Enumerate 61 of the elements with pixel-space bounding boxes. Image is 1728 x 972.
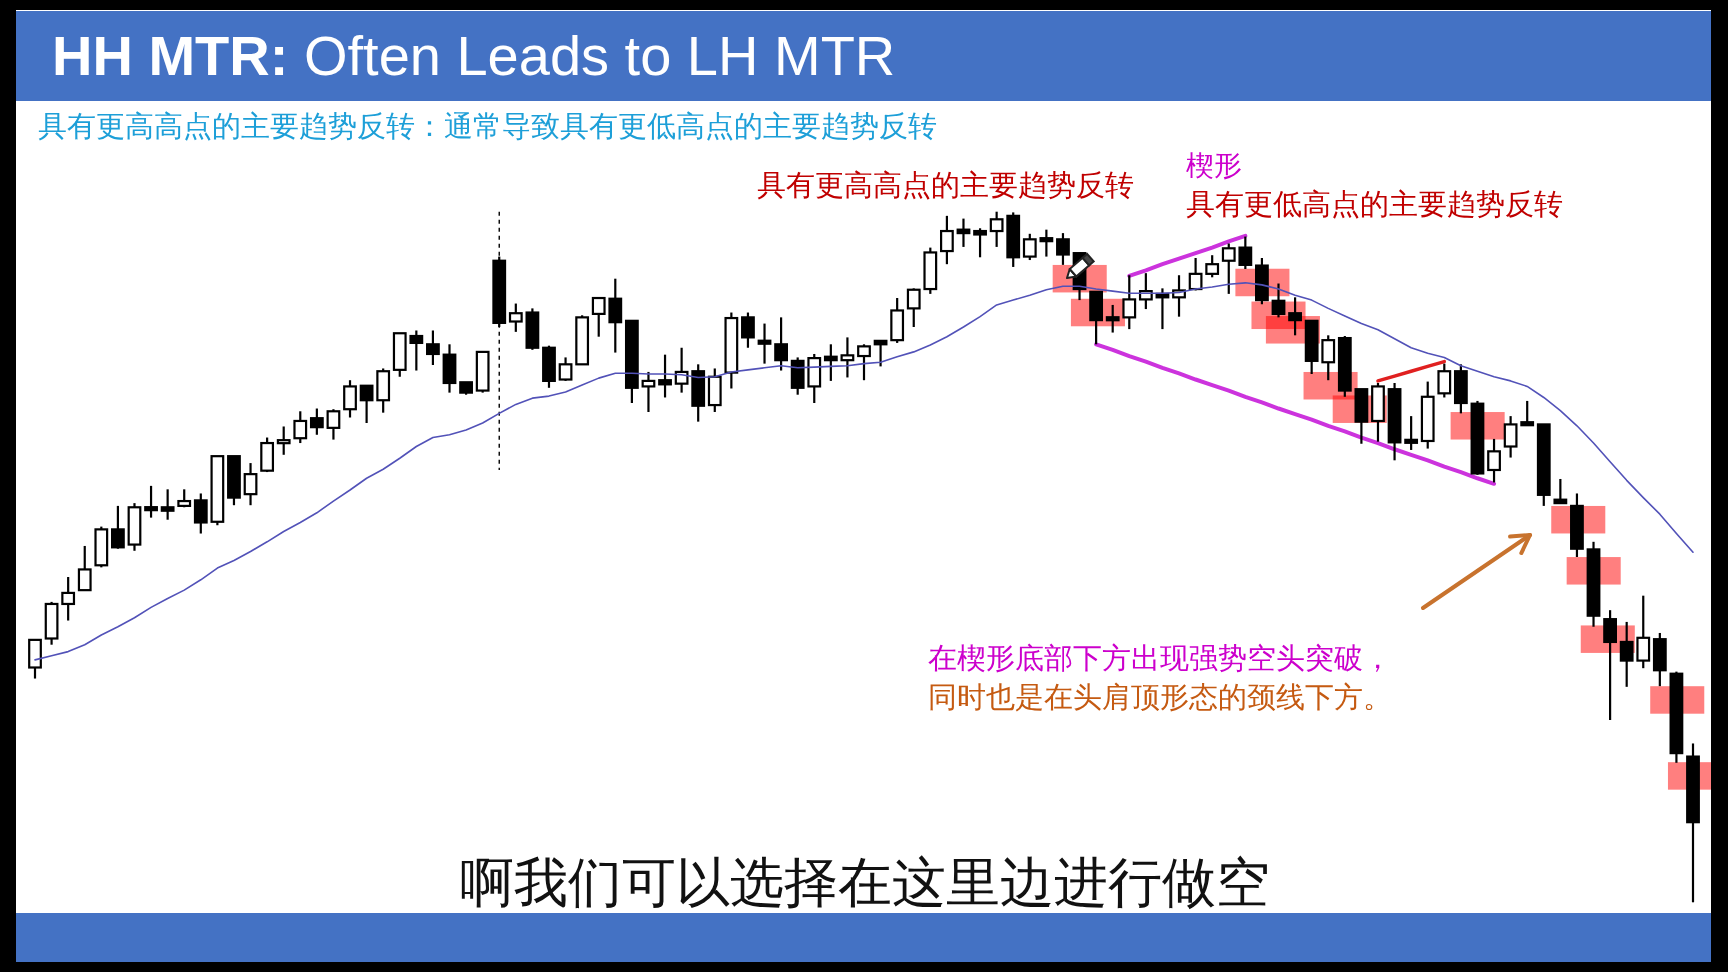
candlestick [1437, 362, 1452, 399]
candlestick [1503, 415, 1518, 459]
candlestick [1603, 609, 1618, 722]
annotation: 在楔形底部下方出现强势空头突破， [928, 641, 1392, 675]
candlestick [857, 343, 871, 382]
candlestick [1238, 235, 1253, 271]
candlestick [1188, 256, 1203, 292]
candlestick [508, 302, 523, 333]
candlestick [309, 407, 324, 436]
text: 具有更高高点的主要趋势反转 [757, 168, 1134, 202]
candlestick [973, 227, 987, 259]
chart-subtitle: 具有更高高点的主要趋势反转：通常导致具有更低高点的主要趋势反转 [38, 109, 937, 143]
candlestick [741, 311, 755, 349]
candlestick [1321, 334, 1336, 382]
candlestick [243, 461, 258, 507]
candlestick [61, 575, 76, 622]
candlestick [641, 370, 656, 414]
text: 楔形 [1186, 148, 1242, 182]
candlestick [823, 343, 838, 382]
candlestick [840, 336, 855, 379]
candlestick [674, 346, 689, 394]
candlestick [1619, 620, 1634, 688]
candlestick [409, 329, 424, 372]
candlestick [359, 384, 374, 425]
candlestick [1205, 254, 1220, 279]
candlestick [160, 488, 175, 521]
candlestick [757, 322, 772, 365]
candlestick [1122, 274, 1137, 331]
candlestick [1404, 415, 1419, 452]
candlestick [1105, 303, 1120, 334]
candlestick [1221, 242, 1236, 295]
candlestick [940, 214, 954, 266]
candlestick [343, 379, 357, 419]
candlestick [326, 408, 341, 441]
annotation: 同时也是在头肩顶形态的颈线下方。 [928, 680, 1392, 714]
candlestick [144, 484, 158, 519]
candlestick [1636, 594, 1651, 670]
candlestick [426, 329, 440, 367]
candlestick [1022, 232, 1037, 262]
annotation: 啊我们可以选择在这里边进行做空 [460, 850, 1270, 914]
candlestick [276, 425, 291, 456]
candlestick [1487, 437, 1501, 484]
candlestick [658, 353, 672, 399]
chart-title: HH MTR: Often Leads to LH MTR [52, 24, 896, 87]
candlestick [193, 492, 208, 535]
candlestick [1039, 228, 1054, 258]
candlestick [1271, 282, 1286, 319]
candlestick [1288, 296, 1302, 337]
candlestick [77, 544, 92, 592]
candlestick [774, 316, 788, 372]
candlestick [989, 210, 1004, 249]
candlestick [293, 410, 308, 445]
candlestick [1056, 232, 1070, 266]
candlestick [111, 504, 125, 550]
candlestick [1553, 477, 1568, 505]
candlestick [906, 287, 921, 329]
candlestick [591, 296, 606, 338]
annotation: 具有更低高点的主要趋势反转 [1186, 187, 1563, 221]
candlestick [1520, 399, 1535, 427]
candlestick [608, 277, 623, 354]
candlestick [558, 356, 573, 382]
